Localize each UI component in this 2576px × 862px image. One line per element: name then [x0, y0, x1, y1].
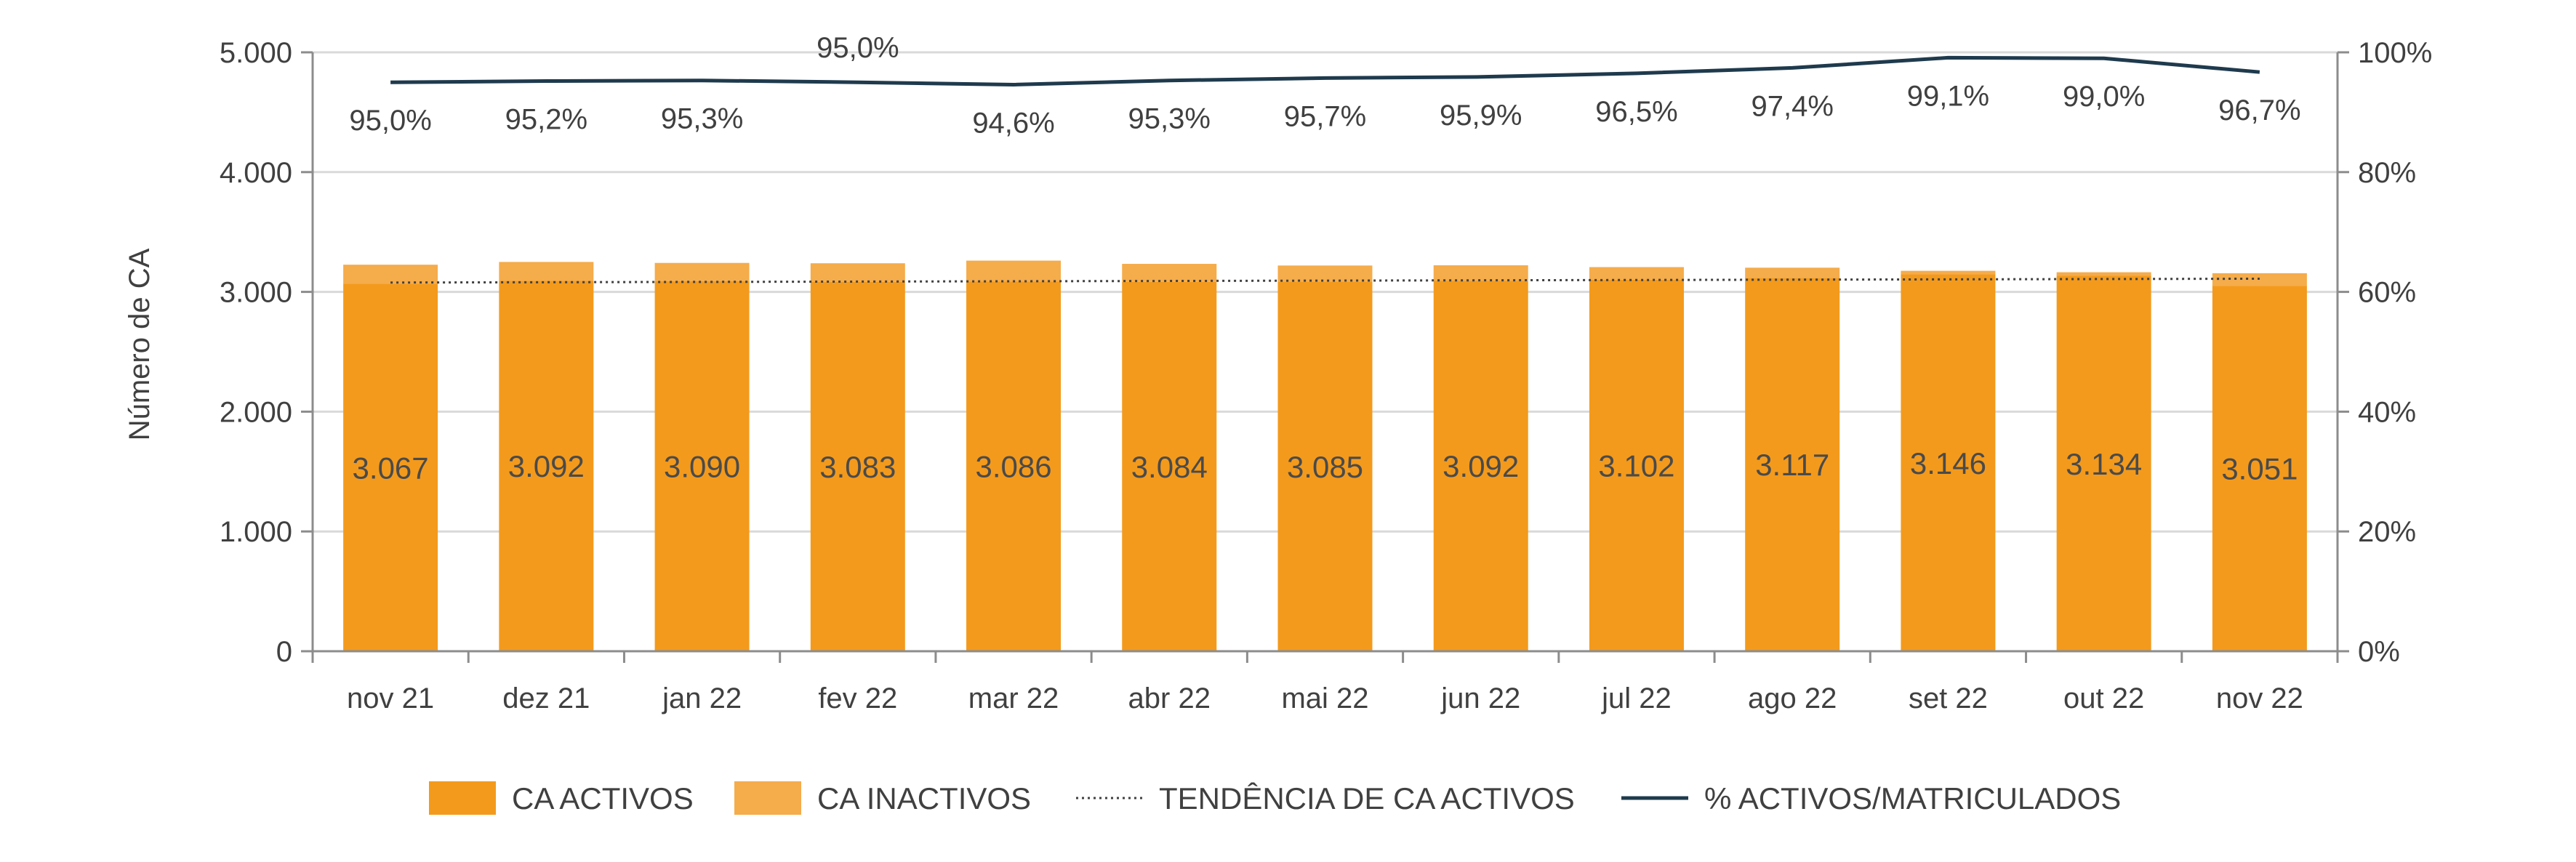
bar-value-label: 3.090: [664, 449, 740, 483]
bar-value-label: 3.067: [353, 451, 429, 485]
pct-value-label: 95,2%: [505, 104, 587, 136]
bar-active: [343, 283, 438, 651]
pct-value-label: 97,4%: [1751, 90, 1833, 122]
left-tick-label: 0: [276, 636, 292, 668]
bar-value-label: 3.146: [1910, 446, 1986, 480]
bar-inactive: [1901, 270, 1996, 275]
x-tick-label: nov 22: [2216, 682, 2303, 714]
bar-value-label: 3.092: [1443, 449, 1519, 483]
x-tick-label: set 22: [1909, 682, 1988, 714]
pct-value-label: 95,3%: [661, 103, 743, 135]
bar-value-label: 3.084: [1131, 450, 1208, 484]
right-tick-label: 60%: [2358, 277, 2416, 309]
x-tick-label: fev 22: [818, 682, 897, 714]
bar-value-label: 3.134: [2066, 447, 2142, 481]
bar-inactive: [966, 260, 1062, 282]
x-tick-label: dez 21: [502, 682, 590, 714]
bar-value-label: 3.083: [819, 450, 896, 484]
legend-label: CA INACTIVOS: [817, 781, 1031, 815]
bar-value-label: 3.051: [2221, 452, 2298, 486]
x-tick-label: jul 22: [1601, 682, 1672, 714]
x-tick-label: mai 22: [1281, 682, 1368, 714]
bar-value-label: 3.117: [1755, 448, 1829, 482]
bar-inactive: [1277, 265, 1373, 282]
x-tick-label: jan 22: [662, 682, 742, 714]
pct-value-label: 96,7%: [2218, 94, 2300, 126]
bar-inactive: [343, 265, 438, 284]
bar-active: [1277, 281, 1373, 651]
bar-active: [966, 281, 1062, 651]
bar-active: [2212, 286, 2307, 651]
legend-label: CA ACTIVOS: [512, 781, 694, 815]
bar-active: [1589, 279, 1684, 651]
pct-value-label: 95,7%: [1284, 100, 1366, 132]
legend-label: % ACTIVOS/MATRICULADOS: [1704, 781, 2121, 815]
bar-active: [1433, 281, 1528, 651]
legend-swatch-inactive: [734, 781, 801, 815]
bar-active: [1745, 278, 1840, 652]
pct-value-label: 95,0%: [349, 105, 431, 137]
pct-value-label: 99,0%: [2063, 81, 2145, 113]
bar-inactive: [1122, 264, 1217, 282]
bar-inactive: [1589, 267, 1684, 280]
bar-value-label: 3.092: [508, 449, 585, 483]
right-tick-label: 0%: [2358, 636, 2400, 668]
bar-value-label: 3.085: [1287, 450, 1363, 484]
pct-value-label: 99,1%: [1907, 80, 1989, 112]
left-tick-label: 4.000: [220, 157, 292, 189]
right-tick-label: 40%: [2358, 396, 2416, 428]
legend-label: TENDÊNCIA DE CA ACTIVOS: [1159, 781, 1575, 815]
bar-active: [654, 281, 750, 651]
bar-value-label: 3.086: [975, 450, 1051, 484]
pct-value-label: 95,0%: [816, 32, 899, 64]
bar-active: [499, 281, 594, 651]
pct-value-label: 96,5%: [1595, 96, 1677, 128]
left-tick-label: 3.000: [220, 277, 292, 309]
bar-inactive: [2056, 272, 2151, 276]
y-axis-title: Número de CA: [124, 248, 156, 440]
right-tick-label: 100%: [2358, 37, 2432, 69]
pct-value-label: 94,6%: [972, 107, 1054, 139]
pct-value-label: 95,3%: [1128, 103, 1211, 135]
left-tick-label: 2.000: [220, 396, 292, 428]
x-tick-label: out 22: [2063, 682, 2144, 714]
x-tick-label: abr 22: [1128, 682, 1211, 714]
x-tick-label: nov 21: [347, 682, 434, 714]
bar-active: [810, 281, 905, 651]
bar-inactive: [810, 263, 905, 282]
x-tick-label: mar 22: [968, 682, 1059, 714]
bar-inactive: [1433, 265, 1528, 281]
right-tick-label: 80%: [2358, 157, 2416, 189]
left-tick-label: 1.000: [220, 516, 292, 548]
bar-inactive: [1745, 267, 1840, 278]
bar-inactive: [499, 262, 594, 281]
x-tick-label: jun 22: [1440, 682, 1520, 714]
bar-active: [2056, 275, 2151, 651]
bar-active: [1122, 281, 1217, 651]
x-tick-label: ago 22: [1748, 682, 1837, 714]
pct-line: [390, 55, 2260, 86]
pct-value-label: 95,9%: [1440, 100, 1522, 132]
left-tick-label: 5.000: [220, 37, 292, 69]
bar-active: [1901, 274, 1996, 652]
legend-swatch-active: [429, 781, 496, 815]
right-tick-label: 20%: [2358, 516, 2416, 548]
bar-inactive: [654, 262, 750, 281]
bar-value-label: 3.102: [1598, 448, 1674, 483]
